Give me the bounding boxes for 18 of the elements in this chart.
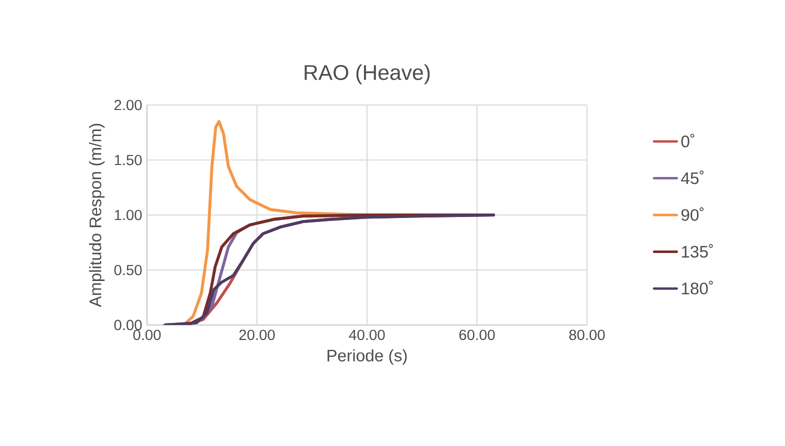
- y-axis-title: Amplitudo Respon (m/m): [89, 124, 105, 308]
- y-tick-label: 1.50: [114, 154, 142, 166]
- x-tick-label: 0.00: [133, 330, 161, 340]
- legend-label: 45˚: [681, 170, 704, 184]
- x-tick-label: 20.00: [239, 330, 275, 340]
- x-tick-label: 80.00: [569, 330, 605, 340]
- legend-label: 0˚: [681, 134, 694, 148]
- x-tick-label: 60.00: [459, 330, 495, 340]
- legend-label: 90˚: [681, 207, 704, 221]
- chart-title: RAO (Heave): [304, 64, 430, 84]
- y-tick-label: 1.00: [114, 210, 142, 220]
- y-tick-label: 0.50: [114, 264, 142, 276]
- x-axis-title: Periode (s): [328, 349, 407, 365]
- x-tick-label: 40.00: [348, 330, 385, 340]
- legend-label: 135˚: [682, 244, 713, 258]
- legend-label: 180˚: [682, 280, 713, 294]
- y-tick-label: 2.00: [114, 100, 142, 110]
- y-tick-label: 0.00: [114, 320, 142, 330]
